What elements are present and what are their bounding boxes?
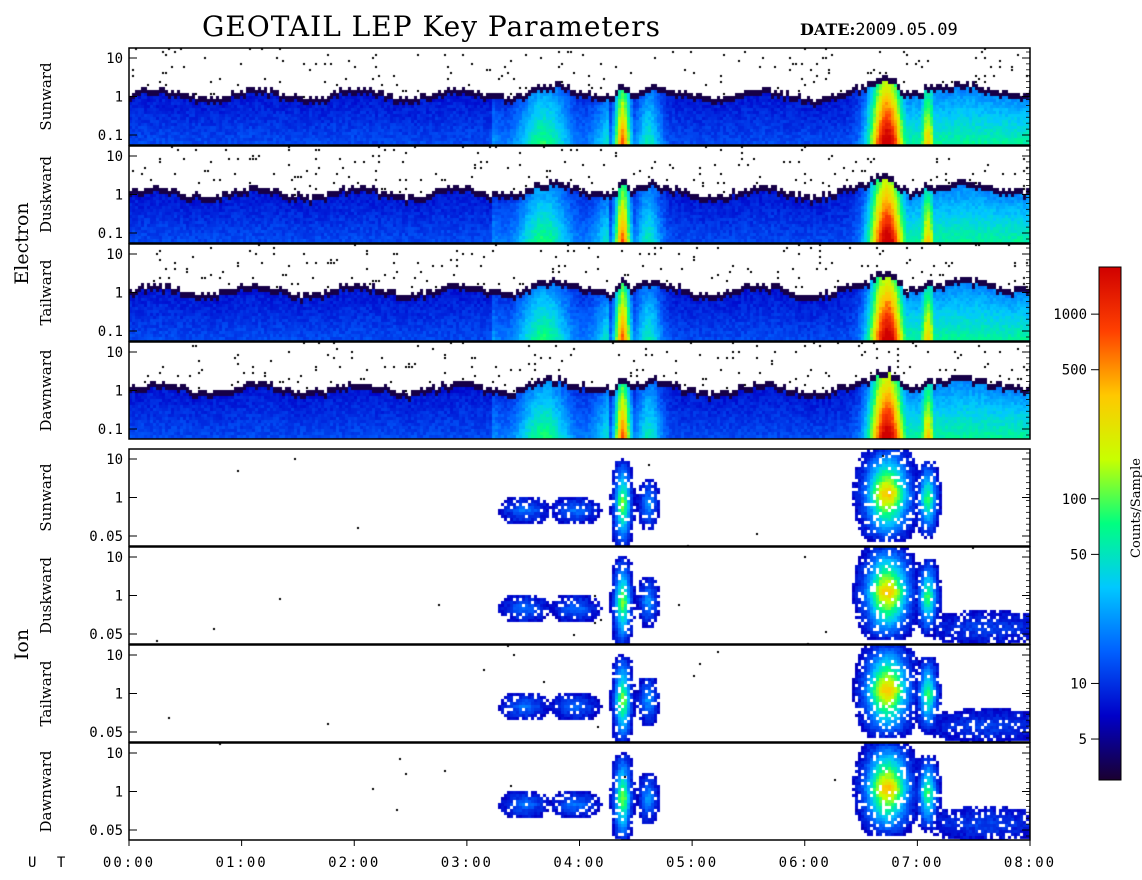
spectrogram-image [129,547,1030,644]
y-tick-label: 1 [115,491,123,507]
x-axis-label: U T [28,855,71,871]
x-tick-label: 02:00 [328,855,380,871]
spectrogram-image [129,146,1030,243]
y-tick-label: 10 [106,452,123,468]
panel-label: Sunward [37,463,55,532]
y-tick-label: 0.05 [89,529,123,545]
panel-label: Dawnward [37,750,55,832]
group-label: Ion [11,629,33,660]
x-tick-label: 08:00 [1004,855,1056,871]
panel-label: Tailward [37,660,55,726]
chart-title: GEOTAIL LEP Key Parameters [202,10,661,43]
panel-label: Dawnward [37,349,55,431]
y-tick-label: 0.05 [89,823,123,839]
y-tick-label: 0.1 [98,324,123,340]
y-tick-label: 1 [115,188,123,204]
spectrogram-image [129,342,1030,439]
colorbar-tick-label: 1000 [1053,307,1087,323]
date-readout: DATE:2009.05.09 [800,20,958,40]
panel-label: Sunward [37,62,55,131]
panel-label: Duskward [37,156,55,233]
y-tick-label: 1 [115,589,123,605]
spectrogram-image [129,48,1030,145]
y-tick-label: 10 [106,345,123,361]
y-tick-label: 1 [115,384,123,400]
y-tick-label: 0.1 [98,128,123,144]
colorbar-label: Counts/Sample [1129,458,1142,558]
y-tick-label: 10 [106,746,123,762]
colorbar-tick-label: 10 [1070,676,1087,692]
y-tick-label: 10 [106,149,123,165]
y-tick-label: 1 [115,785,123,801]
y-tick-label: 1 [115,286,123,302]
spectrogram-image [129,449,1030,546]
x-tick-label: 06:00 [779,855,831,871]
colorbar-tick-label: 5 [1079,732,1087,748]
x-tick-label: 01:00 [216,855,268,871]
panel-label: Duskward [37,557,55,634]
y-tick-label: 10 [106,550,123,566]
date-label: DATE: [800,20,856,39]
date-value: 2009.05.09 [855,20,958,40]
spectrogram-image [129,743,1030,840]
colorbar [1098,266,1122,781]
y-tick-label: 1 [115,90,123,106]
y-tick-label: 10 [106,247,123,263]
y-tick-label: 1 [115,687,123,703]
y-tick-label: 0.1 [98,226,123,242]
x-tick-label: 07:00 [891,855,943,871]
y-tick-label: 10 [106,648,123,664]
x-tick-label: 03:00 [441,855,493,871]
x-tick-label: 05:00 [666,855,718,871]
y-tick-label: 0.1 [98,422,123,438]
y-tick-label: 10 [106,51,123,67]
colorbar-tick-label: 500 [1062,363,1087,379]
group-label: Electron [11,202,33,284]
y-tick-label: 0.05 [89,627,123,643]
spectrogram-image [129,244,1030,341]
colorbar-tick-label: 100 [1062,492,1087,508]
panel-label: Tailward [37,259,55,325]
colorbar-tick-label: 50 [1070,547,1087,563]
spectrogram-image [129,645,1030,742]
x-tick-label: 04:00 [553,855,605,871]
x-tick-label: 00:00 [103,855,155,871]
y-tick-label: 0.05 [89,725,123,741]
